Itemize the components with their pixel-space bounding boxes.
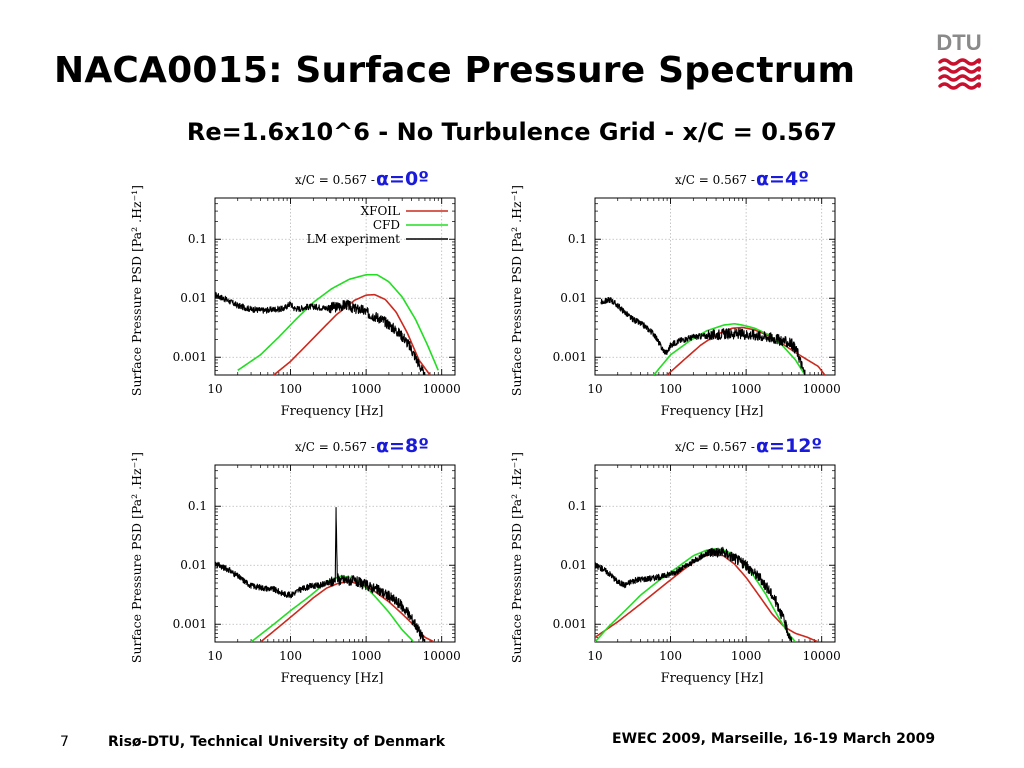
y-tick-label: 0.01 (180, 558, 207, 572)
plot-frame (594, 197, 836, 376)
x-tick-label: 10 (207, 649, 222, 663)
chart-title: x/C = 0.567 - (675, 440, 755, 454)
y-axis-label: Surface Pressure PSD [Pa² .Hz⁻¹] (129, 452, 144, 663)
chart-title: x/C = 0.567 - (295, 440, 375, 454)
dtu-logo-wave (938, 58, 982, 66)
series-line-lm-experiment (215, 291, 426, 375)
y-tick-label: 0.001 (553, 350, 587, 364)
chart-alpha-4: x/C = 0.567 - α=4º 10 100 1000 10000 0.1 0.01 0.… (500, 160, 850, 430)
slide-subtitle: Re=1.6x10^6 - No Turbulence Grid - x/C =… (186, 118, 838, 146)
footer-conference: EWEC 2009, Marseille, 16-19 March 2009 (612, 731, 936, 747)
dtu-logo-wave (938, 82, 982, 90)
grid (595, 465, 835, 642)
chart-alpha-12: x/C = 0.567 - α=12º 10 100 1000 10000 0.1 0.01 0… (500, 427, 850, 697)
legend-label: LM experiment (307, 232, 401, 246)
alpha-label: α=0º (376, 168, 429, 190)
minor-ticks (595, 197, 835, 376)
x-tick-label: 100 (659, 382, 682, 396)
y-tick-label: 0.001 (173, 617, 207, 631)
grid (595, 198, 835, 375)
page-number: 7 (60, 734, 69, 750)
y-tick-label: 0.001 (553, 617, 587, 631)
x-axis-label: Frequency [Hz] (661, 671, 764, 686)
x-tick-label: 10 (207, 382, 222, 396)
chart-alpha-0: x/C = 0.567 - α=0º 10 100 1000 10000 0.1 0.01 0.… (120, 160, 470, 430)
series-line-cfd (595, 548, 797, 642)
x-tick-label: 1000 (731, 649, 762, 663)
x-tick-label: 10000 (803, 649, 841, 663)
y-tick-label: 0.1 (188, 232, 207, 246)
x-tick-label: 10 (587, 382, 602, 396)
dtu-logo-wave (938, 66, 982, 74)
y-tick-label: 0.001 (173, 350, 207, 364)
chart-alpha-0-svg: x/C = 0.567 - α=0º 10 100 1000 10000 0.1 0.01 0.… (129, 168, 461, 419)
x-tick-label: 10 (587, 649, 602, 663)
x-tick-label: 10000 (803, 382, 841, 396)
y-tick-label: 0.01 (560, 291, 587, 305)
plot-frame (594, 464, 836, 643)
chart-title: x/C = 0.567 - (295, 173, 375, 187)
dtu-logo-graphic: DTU (936, 30, 982, 90)
series-group (215, 273, 439, 375)
series-line-lm-experiment (600, 297, 806, 375)
x-tick-label: 1000 (351, 649, 382, 663)
series-line-lm-experiment (215, 507, 426, 642)
x-tick-label: 10000 (423, 382, 461, 396)
y-tick-label: 0.01 (560, 558, 587, 572)
footer-organization: Risø-DTU, Technical University of Denmar… (108, 734, 446, 750)
y-tick-label: 0.01 (180, 291, 207, 305)
dtu-logo-wave (938, 74, 982, 82)
dtu-logo-text: DTU (936, 30, 981, 55)
series-group (595, 546, 819, 642)
x-tick-label: 100 (659, 649, 682, 663)
chart-title: x/C = 0.567 - (675, 173, 755, 187)
x-tick-label: 10000 (423, 649, 461, 663)
x-tick-label: 1000 (351, 382, 382, 396)
series-line-cfd (237, 273, 439, 371)
chart-alpha-12-svg: x/C = 0.567 - α=12º 10 100 1000 10000 0.1 0.01 0… (509, 435, 841, 686)
series-line-lm-experiment (595, 546, 793, 642)
plot-frame (214, 197, 456, 376)
x-axis-label: Frequency [Hz] (281, 671, 384, 686)
y-tick-label: 0.1 (568, 232, 587, 246)
chart-alpha-4-svg: x/C = 0.567 - α=4º 10 100 1000 10000 0.1 0.01 0.… (509, 168, 841, 419)
x-axis-label: Frequency [Hz] (661, 404, 764, 419)
x-tick-label: 1000 (731, 382, 762, 396)
x-axis-label: Frequency [Hz] (281, 404, 384, 419)
alpha-label: α=4º (756, 168, 809, 190)
legend-label: CFD (373, 218, 400, 232)
y-tick-label: 0.1 (568, 499, 587, 513)
alpha-label: α=8º (376, 435, 429, 457)
x-tick-label: 100 (279, 382, 302, 396)
y-tick-label: 0.1 (188, 499, 207, 513)
slide-title: NACA0015: Surface Pressure Spectrum (54, 50, 856, 91)
y-axis-label: Surface Pressure PSD [Pa² .Hz⁻¹] (509, 452, 524, 663)
dtu-logo: DTU (936, 28, 982, 94)
chart-alpha-8-svg: x/C = 0.567 - α=8º 10 100 1000 10000 0.1 0.01 0.… (129, 435, 461, 686)
series-group (215, 507, 435, 642)
x-tick-label: 100 (279, 649, 302, 663)
plot-frame (214, 464, 456, 643)
series-line-xfoil (273, 293, 431, 375)
chart-alpha-8: x/C = 0.567 - α=8º 10 100 1000 10000 0.1 0.01 0.… (120, 427, 470, 697)
legend-label: XFOIL (361, 204, 400, 218)
alpha-label: α=12º (756, 435, 822, 457)
y-axis-label: Surface Pressure PSD [Pa² .Hz⁻¹] (509, 185, 524, 396)
y-axis-label: Surface Pressure PSD [Pa² .Hz⁻¹] (129, 185, 144, 396)
series-group (600, 297, 826, 375)
